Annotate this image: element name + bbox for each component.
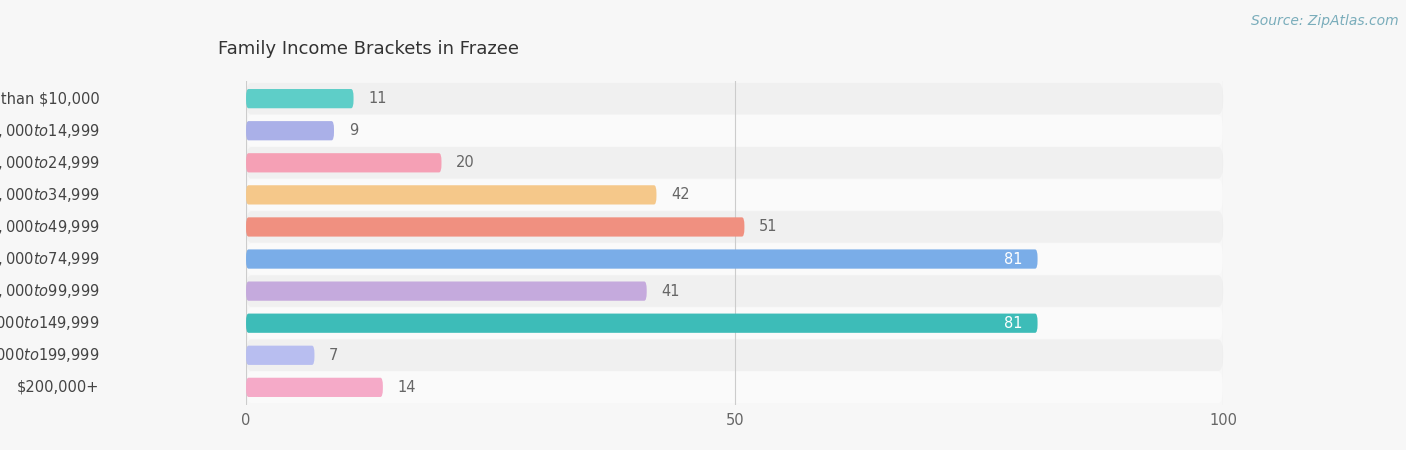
- FancyBboxPatch shape: [246, 372, 1223, 403]
- Text: Less than $10,000: Less than $10,000: [0, 91, 100, 106]
- Text: $15,000 to $24,999: $15,000 to $24,999: [0, 154, 100, 172]
- FancyBboxPatch shape: [246, 378, 382, 397]
- Text: $50,000 to $74,999: $50,000 to $74,999: [0, 250, 100, 268]
- FancyBboxPatch shape: [246, 243, 1223, 275]
- FancyBboxPatch shape: [246, 249, 1038, 269]
- Text: 7: 7: [329, 348, 339, 363]
- FancyBboxPatch shape: [246, 153, 441, 172]
- FancyBboxPatch shape: [246, 346, 315, 365]
- Text: $25,000 to $34,999: $25,000 to $34,999: [0, 186, 100, 204]
- Text: $150,000 to $199,999: $150,000 to $199,999: [0, 346, 100, 364]
- FancyBboxPatch shape: [246, 115, 1223, 146]
- FancyBboxPatch shape: [246, 147, 1223, 179]
- Text: 9: 9: [349, 123, 359, 138]
- Text: 42: 42: [671, 187, 690, 202]
- FancyBboxPatch shape: [246, 185, 657, 204]
- Text: 81: 81: [1004, 316, 1024, 331]
- Text: 11: 11: [368, 91, 387, 106]
- Text: $75,000 to $99,999: $75,000 to $99,999: [0, 282, 100, 300]
- FancyBboxPatch shape: [246, 340, 1223, 371]
- Text: $100,000 to $149,999: $100,000 to $149,999: [0, 314, 100, 332]
- Text: 81: 81: [1004, 252, 1024, 266]
- Text: Family Income Brackets in Frazee: Family Income Brackets in Frazee: [218, 40, 519, 58]
- FancyBboxPatch shape: [246, 275, 1223, 307]
- FancyBboxPatch shape: [246, 307, 1223, 339]
- FancyBboxPatch shape: [246, 217, 744, 237]
- FancyBboxPatch shape: [246, 211, 1223, 243]
- FancyBboxPatch shape: [246, 314, 1038, 333]
- FancyBboxPatch shape: [246, 282, 647, 301]
- Text: 20: 20: [456, 155, 475, 170]
- Text: 41: 41: [661, 284, 681, 299]
- FancyBboxPatch shape: [246, 89, 353, 108]
- Text: $35,000 to $49,999: $35,000 to $49,999: [0, 218, 100, 236]
- FancyBboxPatch shape: [246, 179, 1223, 211]
- Text: $10,000 to $14,999: $10,000 to $14,999: [0, 122, 100, 140]
- Text: $200,000+: $200,000+: [17, 380, 100, 395]
- FancyBboxPatch shape: [246, 121, 335, 140]
- FancyBboxPatch shape: [246, 83, 1223, 114]
- Text: Source: ZipAtlas.com: Source: ZipAtlas.com: [1251, 14, 1399, 27]
- Text: 14: 14: [398, 380, 416, 395]
- Text: 51: 51: [759, 220, 778, 234]
